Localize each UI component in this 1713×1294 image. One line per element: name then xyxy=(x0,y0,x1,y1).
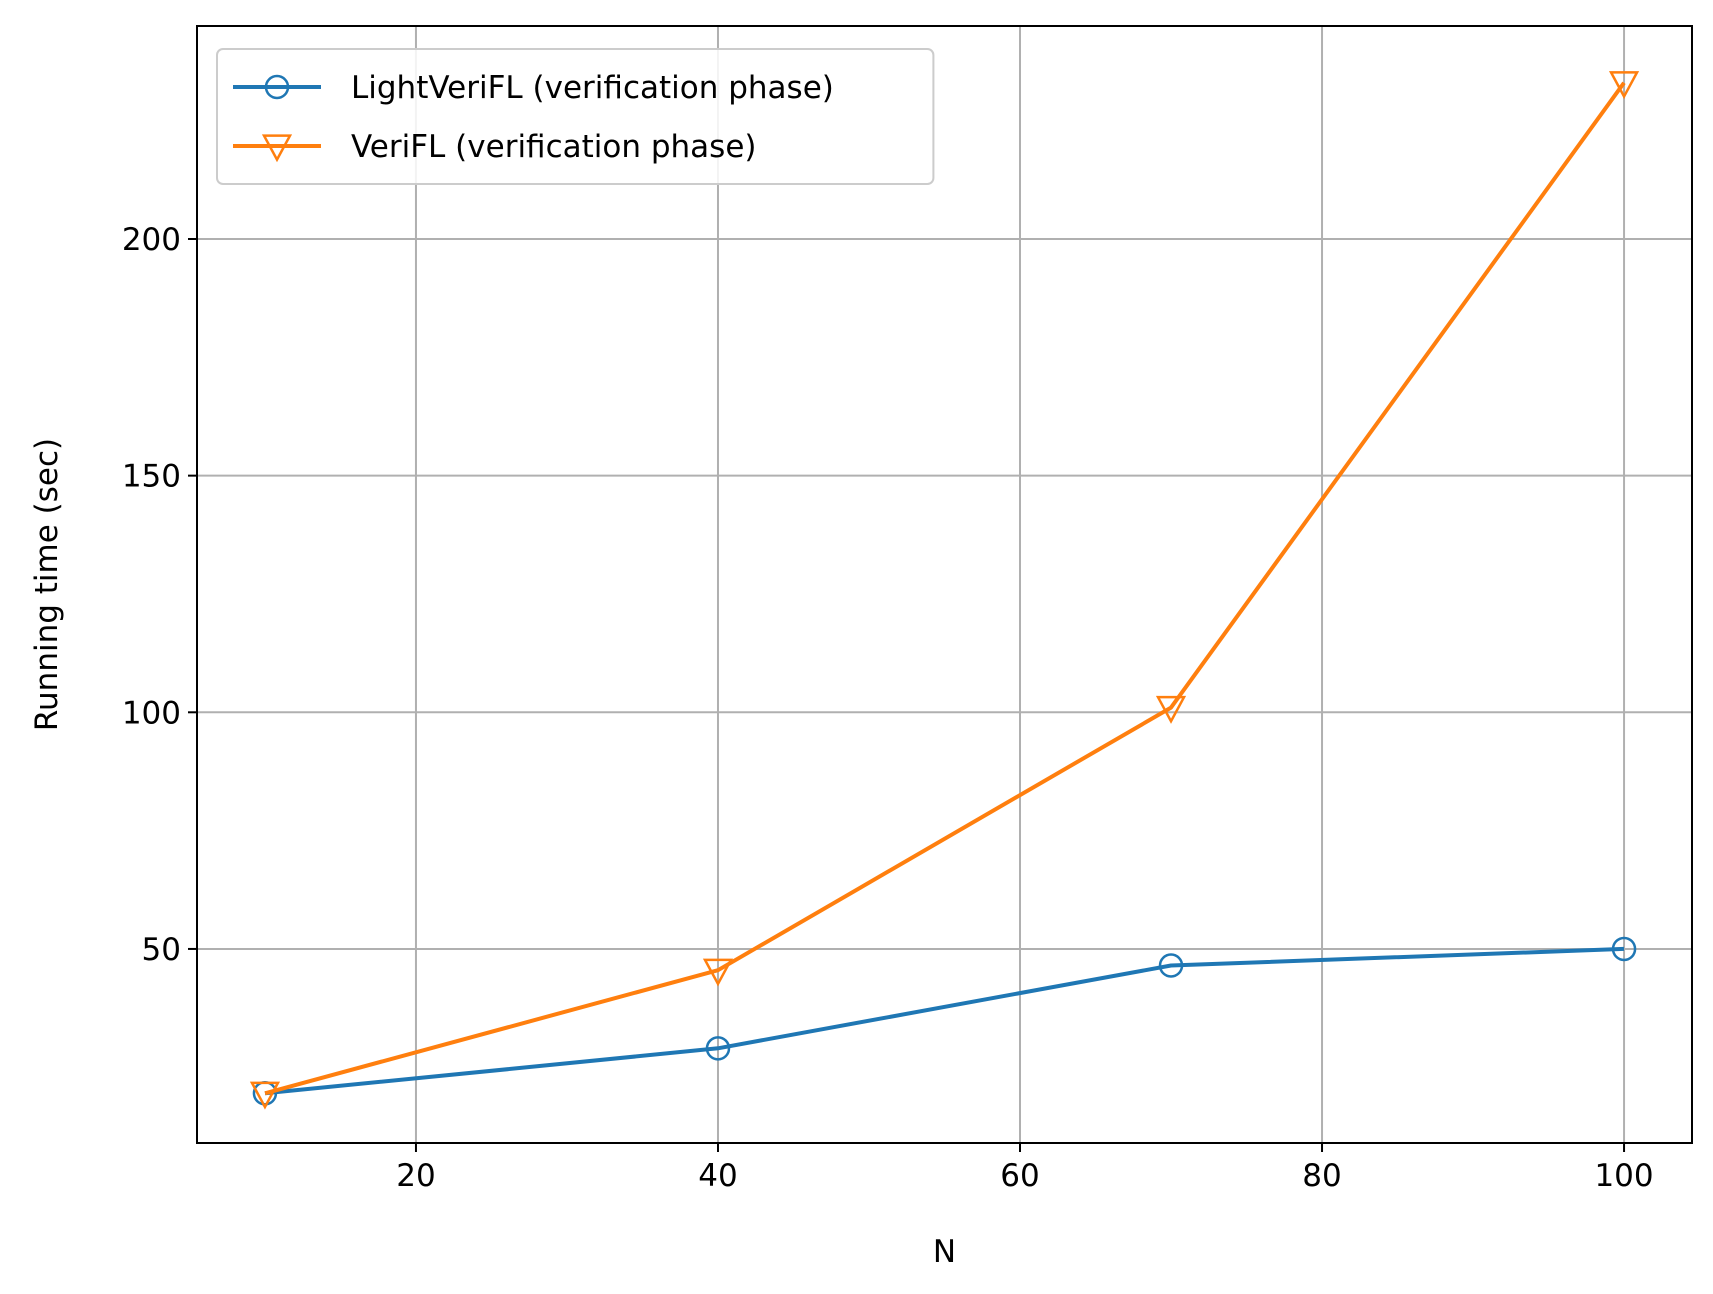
x-axis-label: N xyxy=(933,1234,956,1270)
legend-label: LightVeriFL (verification phase) xyxy=(351,70,834,106)
series-2 xyxy=(249,71,1640,1110)
plot-frame xyxy=(196,25,1693,1144)
legend-item: LightVeriFL (verification phase) xyxy=(233,70,834,106)
x-tick-label: 80 xyxy=(1302,1158,1341,1194)
y-tick-label: 50 xyxy=(142,932,181,968)
data-point xyxy=(702,958,734,987)
legend-box xyxy=(216,48,935,185)
data-point xyxy=(1611,936,1637,962)
x-tick-label: 20 xyxy=(396,1158,435,1194)
y-tick-label: 150 xyxy=(122,459,181,495)
x-tick-label: 40 xyxy=(698,1158,737,1194)
legend-marker xyxy=(261,134,293,163)
series-layer xyxy=(249,71,1640,1110)
y-axis-label: Running time (sec) xyxy=(29,438,65,731)
legend-marker xyxy=(264,74,290,100)
data-point xyxy=(249,1081,281,1110)
ticks: 20 40 60 80 100 50 100 150 200 xyxy=(122,222,1654,1194)
series-line xyxy=(264,81,1626,1096)
data-point xyxy=(1608,71,1640,100)
x-tick-label: 100 xyxy=(1594,1158,1653,1194)
grid xyxy=(197,26,1692,1143)
y-tick-label: 100 xyxy=(122,695,181,731)
series-line xyxy=(264,946,1625,1096)
y-tick-label: 200 xyxy=(122,222,181,258)
data-point xyxy=(1155,695,1187,724)
data-point xyxy=(1158,953,1184,978)
x-tick-label: 60 xyxy=(1000,1158,1039,1194)
legend-label: VeriFL (verification phase) xyxy=(351,129,757,165)
legend-item: VeriFL (verification phase) xyxy=(233,129,757,165)
legend: LightVeriFL (verification phase) VeriFL (… xyxy=(216,48,935,185)
data-point xyxy=(705,1036,731,1061)
